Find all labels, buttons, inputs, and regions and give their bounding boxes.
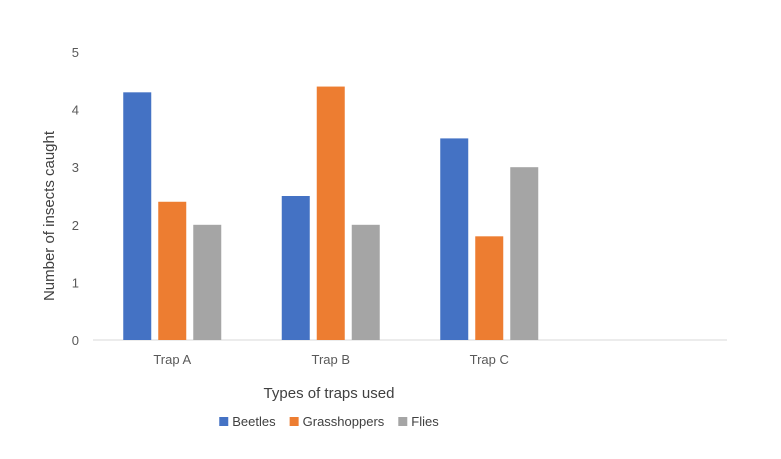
bar-flies-trap-c xyxy=(510,167,539,340)
y-axis-ticks: 0 1 2 3 4 5 xyxy=(72,45,79,348)
legend-swatch xyxy=(289,417,299,426)
x-tick-label: Trap B xyxy=(311,352,350,367)
x-axis-ticks: Trap A Trap B Trap C xyxy=(153,352,509,367)
bar-beetles-trap-b xyxy=(281,196,310,340)
legend-swatch xyxy=(219,417,229,426)
legend-label: Flies xyxy=(411,414,439,429)
bar-grasshoppers-trap-b xyxy=(316,86,345,340)
bar-flies-trap-a xyxy=(193,224,222,340)
legend: Beetles Grasshoppers Flies xyxy=(219,414,439,429)
x-axis-title: Types of traps used xyxy=(264,385,395,402)
bar-beetles-trap-a xyxy=(123,92,152,340)
y-tick-label: 3 xyxy=(72,160,79,175)
y-tick-label: 5 xyxy=(72,45,79,60)
x-tick-label: Trap A xyxy=(153,352,191,367)
bar-flies-trap-b xyxy=(351,224,380,340)
x-tick-label: Trap C xyxy=(470,352,509,367)
y-tick-label: 0 xyxy=(72,333,79,348)
y-tick-label: 1 xyxy=(72,275,79,290)
y-tick-label: 4 xyxy=(72,103,79,118)
bar-grasshoppers-trap-c xyxy=(475,236,504,340)
legend-item-grasshoppers: Grasshoppers xyxy=(289,414,385,429)
y-axis-title: Number of insects caught xyxy=(41,130,58,301)
bar-beetles-trap-c xyxy=(440,138,469,340)
legend-swatch xyxy=(398,417,408,426)
bars xyxy=(123,86,539,340)
legend-item-flies: Flies xyxy=(398,414,439,429)
legend-label: Beetles xyxy=(232,414,276,429)
legend-item-beetles: Beetles xyxy=(219,414,276,429)
y-tick-label: 2 xyxy=(72,218,79,233)
bar-grasshoppers-trap-a xyxy=(158,201,187,340)
legend-label: Grasshoppers xyxy=(303,414,385,429)
